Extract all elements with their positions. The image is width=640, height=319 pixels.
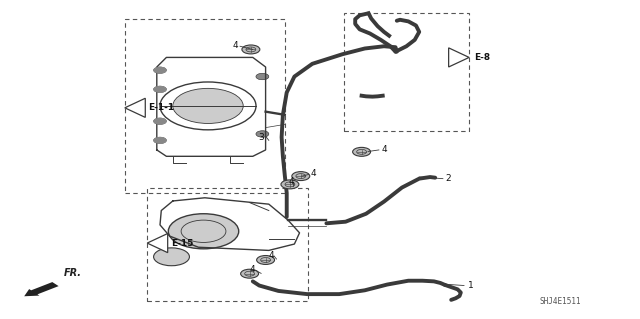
Text: 4: 4 (381, 145, 387, 154)
Circle shape (242, 45, 260, 54)
Circle shape (154, 118, 166, 124)
Circle shape (257, 256, 275, 264)
Circle shape (154, 248, 189, 266)
Text: 4: 4 (250, 265, 255, 274)
Circle shape (353, 147, 371, 156)
Text: 2: 2 (445, 174, 451, 183)
Circle shape (281, 180, 299, 189)
Circle shape (292, 172, 310, 181)
Text: E-8: E-8 (474, 53, 490, 62)
Circle shape (256, 131, 269, 137)
Text: SHJ4E1511: SHJ4E1511 (539, 297, 581, 306)
Text: 1: 1 (468, 281, 473, 290)
Circle shape (154, 86, 166, 93)
Text: E-1-1: E-1-1 (148, 103, 175, 112)
Bar (344, 13, 469, 131)
Text: FR.: FR. (64, 268, 82, 278)
FancyArrow shape (24, 282, 59, 296)
Bar (125, 19, 285, 193)
Text: 4: 4 (233, 41, 238, 50)
Text: 4: 4 (311, 169, 316, 178)
Text: 4: 4 (289, 177, 294, 186)
Polygon shape (449, 48, 469, 67)
Circle shape (256, 73, 269, 80)
Circle shape (154, 137, 166, 144)
Text: 3: 3 (259, 133, 264, 142)
Text: 4: 4 (269, 251, 274, 260)
Polygon shape (125, 98, 145, 117)
Circle shape (241, 269, 259, 278)
Text: E-15: E-15 (171, 239, 193, 248)
Polygon shape (147, 234, 168, 253)
Circle shape (154, 67, 166, 73)
Circle shape (173, 88, 243, 123)
Circle shape (168, 214, 239, 249)
Bar (147, 188, 308, 301)
